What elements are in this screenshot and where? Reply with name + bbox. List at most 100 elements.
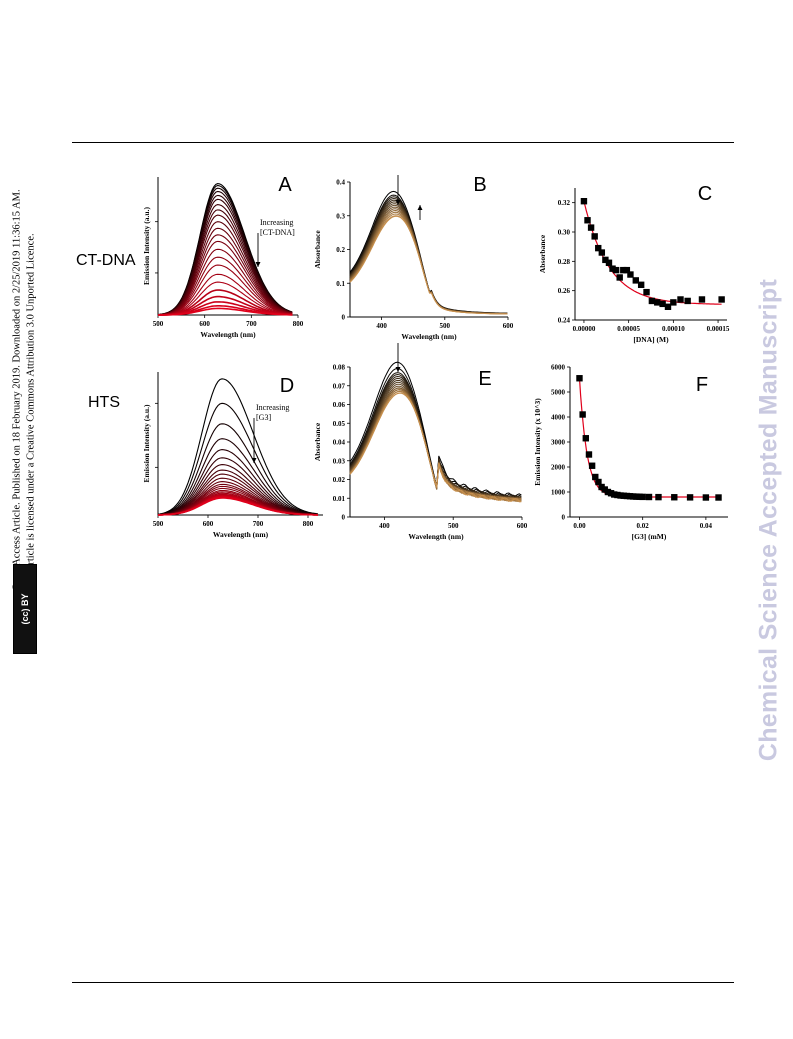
x-tick-label: 600	[203, 520, 214, 528]
panel-b-chart: 400 500 600 0 0.1 0.2 0.3 0.4 Wavelength (nm) Abs…	[313, 174, 514, 341]
absorbance-line	[349, 392, 522, 503]
spectrum-line	[157, 256, 293, 316]
panel-letter-b: B	[473, 174, 486, 196]
y-tick-label: 0.32	[558, 199, 571, 207]
absorbance-line	[349, 197, 508, 314]
y-tick-label: 0.08	[333, 364, 346, 372]
y-tick-label: 0.07	[333, 382, 346, 390]
x-tick-label: 800	[293, 320, 304, 328]
data-point	[592, 473, 599, 481]
row-label-hts: HTS	[88, 394, 120, 411]
y-tick-label: 0.28	[558, 258, 571, 266]
x-tick-label: 0.02	[637, 522, 650, 530]
cc-by-label: (cc) BY	[20, 593, 30, 625]
data-point	[645, 493, 653, 501]
y-axis-label: Emission Intensity (x 10^3)	[533, 398, 542, 486]
open-access-line-1: Open Access Article. Published on 18 Feb…	[11, 189, 23, 591]
data-point	[627, 271, 634, 278]
annotation-line-2: [CT-DNA]	[260, 228, 295, 237]
y-tick-label: 0	[562, 514, 566, 522]
x-tick-label: 500	[153, 520, 164, 528]
spectrum-line	[158, 264, 293, 316]
absorbance-line	[349, 361, 522, 498]
y-tick-label: 0.04	[333, 439, 346, 447]
x-tick-label: 600	[517, 522, 528, 530]
x-tick-label: 400	[376, 322, 387, 330]
open-access-line-2: This article is licensed under a Creativ…	[25, 233, 36, 591]
spectrum-line	[157, 273, 293, 316]
panel-e-chart: 400 500 600 0 0.01 0.02 0.03 0.04 0.05 0.06 0.07 0.…	[313, 343, 528, 541]
x-axis-label: [G3] (mM)	[632, 532, 667, 541]
y-tick-label: 0	[342, 314, 346, 322]
data-point	[715, 494, 722, 501]
panel-c-chart: 0.00000 0.00005 0.00010 0.00015 0.24 0.26 0.28…	[538, 183, 730, 344]
data-point	[616, 274, 623, 281]
data-point	[670, 299, 677, 306]
y-tick-label: 3000	[551, 439, 566, 447]
data-point	[602, 256, 609, 264]
data-point	[584, 217, 591, 224]
y-axis-label: Absorbance	[313, 422, 322, 461]
x-tick-label: 0.00010	[662, 325, 685, 333]
annotation-line-1: Increasing	[260, 218, 293, 227]
open-access-note: Open Access Article. Published on 18 Feb…	[11, 189, 38, 590]
spectrum-line	[157, 449, 319, 516]
absorbance-line	[349, 372, 522, 500]
cc-by-badge[interactable]: (cc) BY	[13, 564, 37, 654]
data-point	[686, 494, 694, 501]
data-point	[591, 233, 598, 240]
y-tick-label: 0	[342, 514, 346, 522]
panel-f-chart: 0.00 0.02 0.04 0 1000 2000 3000 4000 5000 6000 [G3…	[533, 364, 728, 541]
x-axis-label: Wavelength (nm)	[401, 332, 457, 341]
y-tick-label: 1000	[551, 489, 566, 497]
data-point	[671, 494, 678, 501]
x-tick-label: 400	[379, 522, 390, 530]
row-label-ct-dna: CT-DNA	[76, 252, 136, 269]
spectrum-line	[157, 248, 293, 316]
y-tick-label: 2000	[551, 464, 566, 472]
x-tick-label: 0.00005	[617, 325, 640, 333]
y-tick-label: 4000	[551, 414, 566, 422]
x-axis-label: Wavelength (nm)	[408, 532, 464, 541]
data-point	[620, 266, 627, 274]
x-tick-label: 800	[303, 520, 314, 528]
footer-rule	[72, 982, 734, 983]
x-tick-label: 500	[153, 320, 164, 328]
spectrum-line	[157, 438, 319, 516]
annotation-line-1: Increasing	[256, 403, 289, 412]
absorbance-line	[349, 201, 508, 314]
y-axis-label: Absorbance	[538, 234, 547, 273]
data-point	[605, 259, 613, 266]
x-tick-label: 700	[253, 520, 264, 528]
data-point	[580, 198, 588, 205]
data-point	[576, 375, 583, 382]
trend-arrow-head	[251, 458, 257, 463]
spectrum-line	[157, 423, 319, 516]
data-point	[582, 435, 589, 442]
x-tick-label: 0.00	[573, 522, 586, 530]
data-point	[684, 297, 691, 305]
data-point	[598, 249, 606, 256]
y-tick-label: 0.2	[336, 246, 345, 254]
data-point	[588, 462, 596, 469]
trend-arrow-head	[417, 205, 423, 210]
y-tick-label: 0.1	[336, 280, 345, 288]
header-rule	[72, 142, 734, 143]
trend-arrow-head	[395, 367, 401, 372]
x-axis-label: Wavelength (nm)	[200, 330, 256, 339]
data-point	[654, 299, 661, 306]
trend-arrow-head	[255, 262, 261, 267]
y-tick-label: 0.02	[333, 476, 346, 484]
y-tick-label: 0.24	[558, 317, 571, 325]
y-axis-label: Emission Intensity (a.u.)	[142, 404, 151, 482]
data-point	[579, 411, 586, 418]
absorbance-line	[349, 190, 508, 314]
absorbance-line	[349, 204, 508, 315]
spectrum-line	[157, 240, 293, 316]
y-tick-label: 0.06	[333, 401, 346, 409]
x-tick-label: 0.04	[700, 522, 713, 530]
panel-letter-d: D	[280, 375, 294, 397]
spectrum-line	[158, 307, 293, 316]
manuscript-watermark: Chemical Science Accepted Manuscript	[754, 278, 783, 762]
spectrum-line	[157, 190, 293, 316]
